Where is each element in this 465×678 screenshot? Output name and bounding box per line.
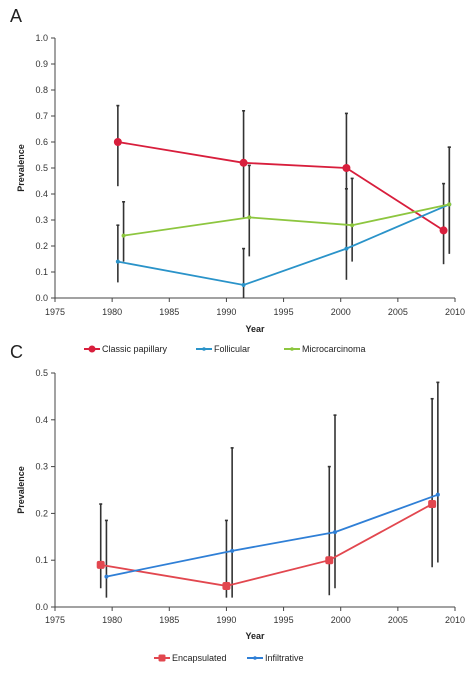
data-point-microcarcinoma [350, 223, 355, 228]
data-point-follicular [344, 246, 349, 251]
x-tick-label: 2005 [388, 307, 408, 317]
chart-panel-c: C 0.0 0.1 0.2 0.3 0.4 0.5 1975 1980 1985 1990 1995 2… [10, 342, 465, 663]
x-tick-label: 2010 [445, 615, 465, 625]
panel-label: C [10, 342, 23, 362]
y-tick-label: 0.1 [35, 267, 48, 277]
x-tick-label: 1980 [102, 615, 122, 625]
y-tick-label: 0.0 [35, 293, 48, 303]
y-tick-label: 0.5 [35, 163, 48, 173]
y-tick-label: 0.2 [35, 508, 48, 518]
x-tick-label: 2010 [445, 307, 465, 317]
data-point-microcarcinoma [247, 215, 252, 220]
panel-label: A [10, 6, 22, 26]
data-point-encapsulated [428, 500, 437, 509]
y-axis-title: Prevalence [16, 466, 26, 514]
y-tick-label: 0.2 [35, 241, 48, 251]
data-point-encapsulated [222, 581, 231, 590]
data-point-follicular [241, 283, 246, 287]
x-tick-label: 1975 [45, 615, 65, 625]
data-point-classic-papillary [113, 138, 122, 146]
data-point-classic-papillary [439, 226, 448, 235]
legend-marker-encapsulated [158, 654, 166, 662]
y-tick-label: 0.5 [35, 368, 48, 378]
x-tick-label: 2000 [331, 307, 351, 317]
x-axis-title: Year [245, 631, 265, 641]
x-tick-label: 1980 [102, 307, 122, 317]
y-tick-label: 0.6 [35, 137, 48, 147]
x-tick-label: 1990 [216, 307, 236, 317]
data-point-infiltrative [230, 548, 235, 553]
y-tick-label: 0.0 [35, 602, 48, 612]
x-tick-label: 2005 [388, 615, 408, 625]
chart-panel-a: A 0.0 0.1 0.2 0.3 0.4 0.5 0.6 0.7 0.8 0.9 1.0 1975 19… [10, 6, 465, 354]
legend-label-infiltrative: Infiltrative [265, 653, 304, 663]
y-tick-label: 0.3 [35, 462, 48, 472]
series-line-encapsulated [100, 503, 433, 587]
data-point-infiltrative [435, 492, 440, 497]
x-tick-label: 1995 [274, 615, 294, 625]
legend-marker-follicular [202, 347, 206, 351]
legend-marker-infiltrative [253, 656, 257, 660]
x-tick-label: 1985 [159, 307, 179, 317]
y-tick-label: 0.8 [35, 85, 48, 95]
y-tick-label: 1.0 [35, 33, 48, 43]
x-tick-label: 2000 [331, 615, 351, 625]
x-tick-label: 1975 [45, 307, 65, 317]
y-tick-label: 0.3 [35, 215, 48, 225]
y-tick-label: 0.7 [35, 111, 48, 121]
y-tick-label: 0.1 [35, 555, 48, 565]
legend-marker-classic-papillary [88, 345, 96, 353]
data-point-infiltrative [333, 530, 337, 535]
y-tick-label: 0.4 [35, 415, 48, 425]
x-tick-label: 1985 [159, 615, 179, 625]
legend-label-microcarcinoma: Microcarcinoma [302, 344, 366, 354]
legend-label-encapsulated: Encapsulated [172, 653, 227, 663]
legend-label-classic-papillary: Classic papillary [102, 344, 168, 354]
data-point-infiltrative [104, 574, 109, 579]
data-point-follicular [115, 259, 120, 264]
series-line-infiltrative [106, 493, 439, 578]
data-point-microcarcinoma [121, 233, 126, 238]
series-line-classic-papillary [117, 141, 445, 232]
data-point-microcarcinoma [447, 202, 452, 207]
data-point-classic-papillary [239, 158, 248, 167]
y-axis-title: Prevalence [16, 144, 26, 192]
legend-label-follicular: Follicular [214, 344, 250, 354]
x-axis-title: Year [245, 324, 265, 334]
data-point-encapsulated [96, 560, 105, 569]
data-point-classic-papillary [342, 164, 351, 172]
x-tick-label: 1990 [216, 615, 236, 625]
y-tick-label: 0.4 [35, 189, 48, 199]
data-point-encapsulated [325, 556, 334, 565]
y-tick-label: 0.9 [35, 59, 48, 69]
x-tick-label: 1995 [274, 307, 294, 317]
legend-marker-microcarcinoma [290, 347, 294, 351]
series-line-follicular [117, 203, 450, 286]
series-line-microcarcinoma [123, 203, 450, 237]
